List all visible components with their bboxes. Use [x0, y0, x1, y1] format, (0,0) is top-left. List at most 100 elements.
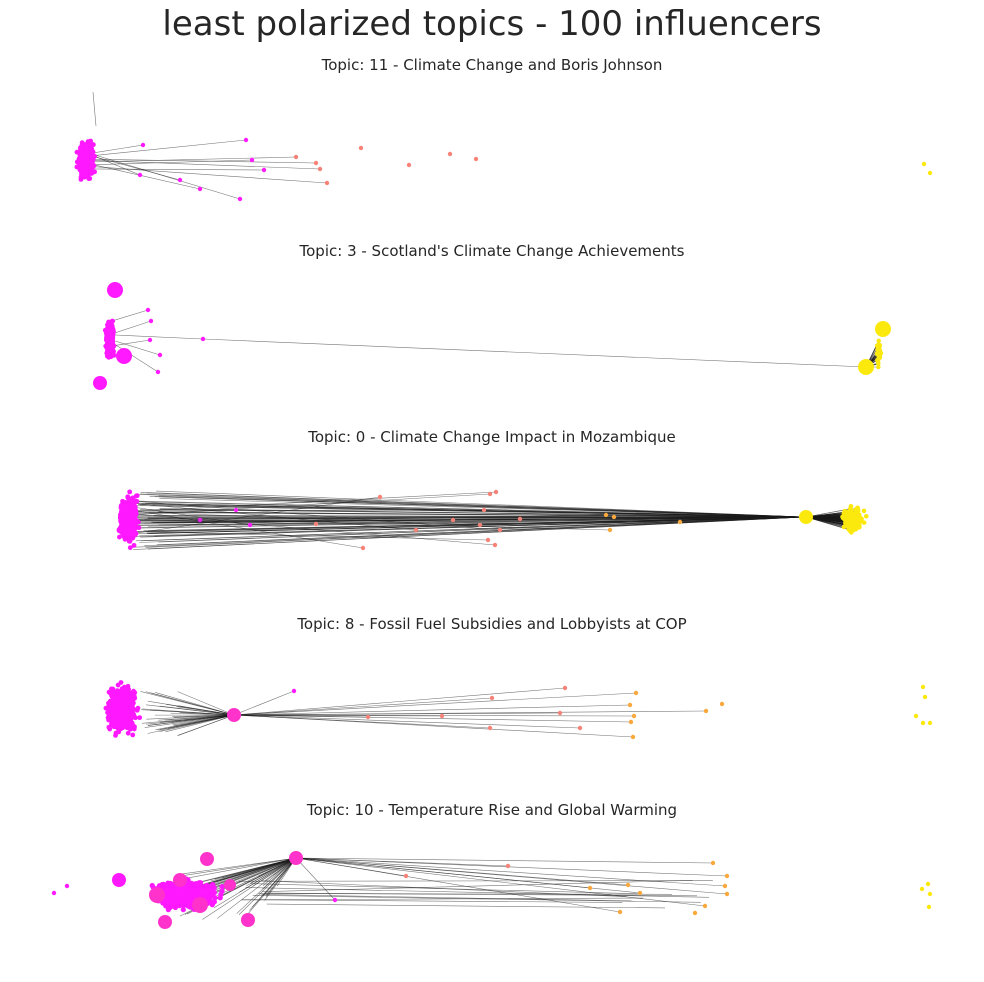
edge [295, 857, 509, 867]
graph-panel-4 [103, 680, 933, 740]
edge [85, 168, 265, 171]
node [134, 707, 140, 713]
edge [295, 857, 714, 864]
node [115, 726, 121, 731]
node [289, 851, 303, 865]
node [120, 725, 125, 731]
node [291, 688, 297, 694]
node [858, 518, 864, 523]
node [155, 369, 161, 375]
edge [233, 712, 561, 716]
node [227, 708, 241, 722]
node [51, 890, 57, 896]
node [200, 336, 206, 342]
node [876, 364, 881, 370]
edge [89, 153, 241, 200]
node [633, 690, 639, 696]
node [147, 337, 153, 343]
node [78, 167, 83, 172]
graph-panel-2 [93, 282, 891, 390]
node [85, 139, 91, 145]
node [93, 376, 107, 390]
node [119, 503, 125, 509]
node [82, 155, 88, 161]
node [577, 725, 583, 731]
node [137, 715, 143, 721]
node [403, 873, 409, 879]
node [89, 150, 94, 155]
node [81, 171, 87, 176]
edge [261, 880, 627, 898]
edge [89, 155, 181, 181]
edge [147, 516, 807, 534]
edge [158, 516, 807, 543]
edge [133, 516, 807, 550]
node [611, 514, 617, 520]
node [630, 734, 636, 740]
node [128, 503, 134, 509]
node [846, 517, 851, 522]
node [247, 522, 253, 528]
node [413, 527, 419, 533]
node [131, 688, 136, 694]
node [587, 885, 593, 891]
panel-title-topic-10: Topic: 10 - Temperature Rise and Global … [306, 801, 678, 819]
node [477, 522, 483, 528]
edge [178, 714, 235, 736]
node [637, 890, 643, 896]
node [192, 897, 208, 913]
node [261, 167, 267, 173]
node [118, 718, 123, 724]
node [117, 690, 122, 696]
edge [130, 511, 807, 518]
edge [145, 691, 235, 716]
edge [233, 704, 631, 716]
node [86, 164, 92, 170]
node [127, 497, 133, 502]
panel-title-topic-11: Topic: 11 - Climate Change and Boris Joh… [321, 56, 663, 74]
node [113, 703, 119, 709]
node [926, 904, 932, 910]
node [719, 701, 725, 707]
node [125, 730, 131, 736]
edge [177, 691, 235, 716]
edge [172, 714, 235, 726]
edge [139, 509, 807, 518]
node [134, 493, 140, 499]
node [124, 522, 130, 528]
node [877, 355, 883, 360]
edge [233, 697, 493, 716]
edge [90, 139, 247, 157]
node [165, 907, 171, 913]
node [137, 172, 143, 178]
edge [176, 706, 235, 716]
node [145, 307, 151, 313]
node [406, 162, 412, 168]
node [79, 143, 85, 149]
node [607, 527, 613, 533]
graph-panel-1 [74, 91, 933, 202]
edge-layer [108, 687, 707, 738]
node [846, 510, 851, 516]
node [233, 507, 239, 513]
node [125, 508, 130, 514]
node [927, 170, 933, 176]
node [200, 852, 214, 866]
node-layer [51, 851, 933, 929]
node [497, 527, 503, 533]
node [876, 342, 882, 348]
edge [106, 338, 161, 356]
node [118, 680, 124, 685]
edge [242, 899, 623, 903]
node [447, 151, 453, 157]
panel-title-topic-8: Topic: 8 - Fossil Fuel Subsidies and Lob… [297, 615, 687, 633]
node [927, 720, 933, 726]
node [317, 166, 323, 172]
edge [233, 714, 443, 717]
node [875, 321, 891, 337]
node [190, 889, 197, 895]
node [79, 162, 85, 167]
node [360, 545, 366, 551]
edge [110, 339, 151, 347]
node [217, 895, 223, 901]
